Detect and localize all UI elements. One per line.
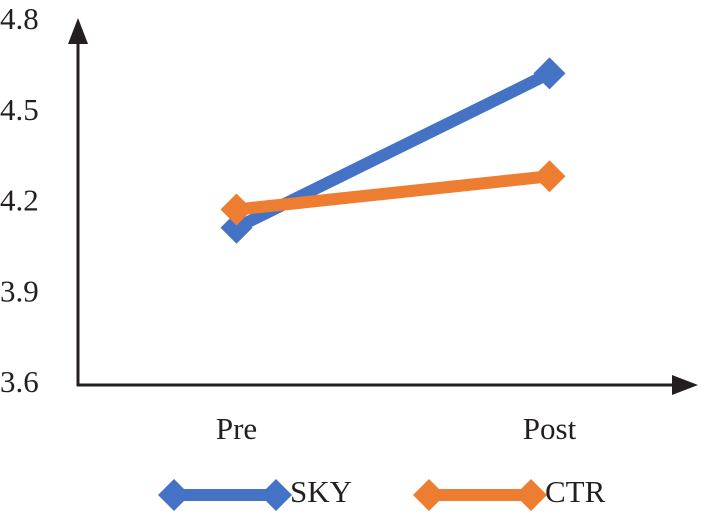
legend-item: SKY [158, 474, 352, 511]
axes [68, 18, 698, 395]
point-marker [220, 211, 253, 244]
point-marker [220, 193, 253, 226]
legend-label: SKY [290, 474, 352, 509]
legend-marker [158, 479, 190, 511]
legend-marker [413, 479, 445, 511]
legend-label: CTR [545, 474, 606, 509]
x-tick-label: Post [523, 411, 577, 446]
y-tick-label: 4.5 [0, 92, 39, 127]
y-tick-label: 4.2 [0, 183, 39, 218]
y-tick-label: 3.9 [0, 273, 39, 308]
legend-marker [260, 479, 292, 511]
point-marker [533, 160, 566, 193]
y-axis-arrow [68, 18, 88, 44]
series-line [235, 170, 551, 216]
legend-item: CTR [413, 474, 606, 511]
x-tick-label: Pre [216, 411, 257, 446]
legend-marker [515, 479, 547, 511]
point-marker [533, 57, 566, 90]
y-tick-label: 4.8 [0, 1, 39, 36]
y-tick-label: 3.6 [0, 364, 39, 399]
x-axis-arrow [672, 375, 698, 395]
